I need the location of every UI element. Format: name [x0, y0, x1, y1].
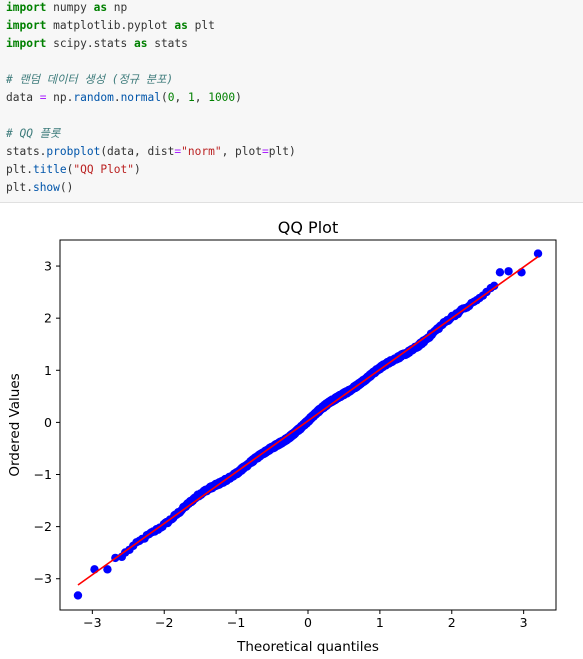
code-token: plt.: [6, 163, 33, 176]
code-token: as: [93, 1, 108, 14]
y-tick-label: 2: [44, 311, 52, 326]
x-tick-label: −3: [83, 615, 101, 630]
data-point: [533, 249, 543, 258]
code-token: , plot: [221, 145, 262, 158]
code-token: data: [6, 91, 40, 104]
code-token: stats: [147, 37, 188, 50]
code-token: import: [6, 19, 47, 32]
code-token: ): [235, 91, 242, 104]
code-token: import: [6, 1, 47, 14]
chart-title: QQ Plot: [278, 218, 338, 237]
data-point: [73, 591, 83, 600]
code-token: plt: [187, 19, 215, 32]
code-token: numpy: [46, 1, 94, 14]
code-line: plt.show(): [6, 181, 73, 195]
code-token: .: [113, 91, 121, 104]
qq-plot-chart: −3 −2 −1 0 1 2 3 −3 −2 −1 0 1 2 3 QQ Plot Theoretica…: [7, 218, 557, 655]
code-token: # 랜덤 데이터 생성 (정규 분포): [6, 73, 174, 86]
code-token: import: [6, 37, 47, 50]
code-token: 1000: [208, 91, 236, 104]
y-tick-label: −2: [34, 519, 52, 534]
output-area: −3 −2 −1 0 1 2 3 −3 −2 −1 0 1 2 3 QQ Plot Theoretica…: [0, 204, 583, 659]
code-token: 1: [187, 91, 195, 104]
x-tick-label: 0: [304, 615, 312, 630]
y-tick-label: 3: [44, 259, 52, 274]
code-token: random: [73, 91, 114, 104]
code-line: import numpy as np: [6, 1, 127, 15]
code-token: np.: [46, 91, 74, 104]
code-token: matplotlib.pyplot: [46, 19, 175, 32]
x-tick-label: −1: [227, 615, 245, 630]
code-line: # 랜덤 데이터 생성 (정규 분포): [6, 73, 173, 87]
code-token: show: [32, 181, 60, 194]
code-token: (data, dist: [100, 145, 175, 158]
code-line: data = np.random.normal(0, 1, 1000): [6, 91, 242, 105]
code-token: stats.: [6, 145, 47, 158]
code-token: scipy.stats: [46, 37, 134, 50]
y-tick-label: 1: [44, 363, 52, 378]
code-token: =: [262, 145, 269, 158]
code-token: (: [66, 163, 74, 176]
data-point: [103, 565, 112, 574]
code-token: probplot: [46, 145, 101, 158]
code-token: np: [107, 1, 128, 14]
code-token: =: [174, 145, 182, 158]
code-line: # QQ 플롯: [6, 127, 60, 141]
code-token: as: [133, 37, 148, 50]
x-tick-label: −2: [155, 615, 173, 630]
y-tick-label: −1: [34, 467, 52, 482]
y-axis-label: Ordered Values: [7, 373, 23, 476]
x-axis-label: Theoretical quantiles: [236, 639, 379, 655]
x-tick-label: 3: [520, 615, 528, 630]
code-token: ): [134, 163, 141, 176]
code-token: (: [160, 91, 168, 104]
x-tick-label: 2: [448, 615, 456, 630]
code-line: import matplotlib.pyplot as plt: [6, 19, 215, 33]
data-point: [504, 267, 513, 276]
data-point: [489, 281, 499, 291]
data-point: [495, 268, 505, 277]
code-token: 0: [167, 91, 175, 104]
code-token: # QQ 플롯: [6, 127, 61, 140]
code-cell[interactable]: import numpy as np import matplotlib.pypl…: [0, 0, 583, 203]
code-token: plt.: [6, 181, 33, 194]
code-token: as: [174, 19, 188, 32]
code-token: plt): [268, 145, 296, 158]
code-token: title: [32, 163, 67, 176]
code-token: =: [39, 91, 47, 104]
code-token: "QQ Plot": [73, 163, 135, 176]
code-line: plt.title("QQ Plot"): [6, 163, 141, 177]
code-line: stats.probplot(data, dist="norm", plot=p…: [6, 145, 296, 159]
y-tick-label: −3: [34, 571, 52, 586]
code-token: "norm": [181, 145, 222, 158]
y-tick-label: 0: [44, 415, 52, 430]
fit-line: [77, 256, 539, 586]
code-token: normal: [120, 91, 161, 104]
code-token: (): [59, 181, 74, 194]
code-line: import scipy.stats as stats: [6, 37, 188, 51]
code-token: ,: [194, 91, 209, 104]
code-token: ,: [174, 91, 188, 104]
x-tick-label: 1: [376, 615, 384, 630]
